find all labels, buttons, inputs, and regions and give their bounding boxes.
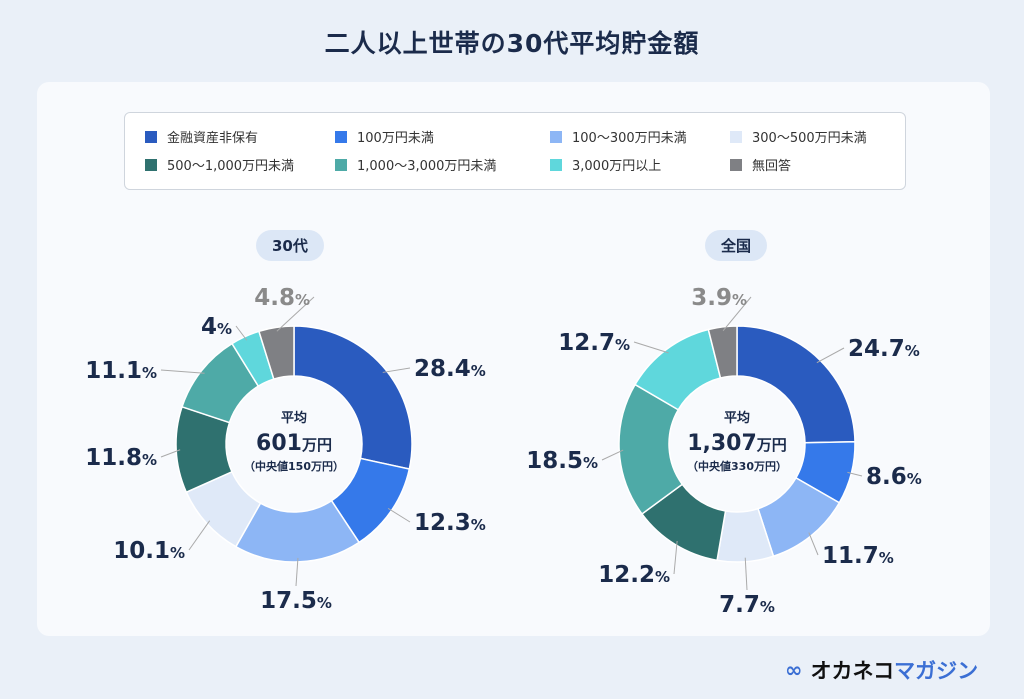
leader-line [295, 557, 299, 587]
legend-label: 金融資産非保有 [167, 131, 259, 146]
page-title: 二人以上世帯の30代平均貯金額 [324, 29, 700, 58]
data-label: 17.5% [260, 588, 332, 614]
donut-slice [258, 325, 295, 381]
logo-icon: ∞ [785, 658, 803, 682]
legend-swatch [335, 130, 347, 143]
legend-label: 300〜500万円未満 [752, 131, 867, 146]
data-label: 24.7% [848, 336, 920, 362]
legend-label: 100〜300万円未満 [572, 131, 687, 146]
center-label: 平均 [281, 410, 307, 426]
legend-swatch [730, 158, 742, 171]
data-label: 3.9% [691, 285, 747, 311]
legend-item: 100〜300万円未満 [550, 127, 687, 146]
center-value: 601万円 [256, 431, 332, 456]
legend-item: 金融資産非保有 [145, 127, 258, 146]
data-label: 28.4% [414, 356, 486, 382]
data-label: 11.8% [85, 445, 157, 471]
legend-label: 3,000万円以上 [572, 159, 662, 174]
logo: ∞ オカネコ マガジン [785, 655, 978, 685]
leader-line [160, 449, 181, 458]
legend-swatch [550, 158, 562, 171]
leader-line [601, 449, 624, 461]
leader-line [722, 296, 752, 332]
leader-line [808, 532, 819, 556]
legend-label: 500〜1,000万円未満 [167, 159, 295, 174]
legend-item: 300〜500万円未満 [730, 127, 867, 146]
data-label: 12.2% [598, 562, 670, 588]
legend-label: 1,000〜3,000万円未満 [357, 159, 497, 174]
legend-item: 3,000万円以上 [550, 155, 661, 174]
data-label: 12.7% [558, 330, 630, 356]
leader-line [816, 347, 845, 364]
leader-line [160, 369, 205, 374]
data-label: 11.1% [85, 358, 157, 384]
legend-label: 100万円未満 [357, 131, 434, 146]
data-label: 12.3% [414, 510, 486, 536]
center-value: 1,307万円 [687, 431, 787, 456]
leader-line [673, 540, 678, 575]
legend-swatch [730, 130, 742, 143]
logo-text-blue: マガジン [894, 659, 979, 683]
data-label: 8.6% [866, 464, 922, 490]
legend-swatch [145, 158, 157, 171]
data-label: 18.5% [526, 448, 598, 474]
data-label: 4.8% [254, 285, 310, 311]
center-median: （中央値150万円） [244, 459, 344, 473]
data-label: 4% [201, 314, 232, 340]
legend-item: 無回答 [730, 155, 791, 174]
legend-item: 500〜1,000万円未満 [145, 155, 294, 174]
chart-title-30s: 30代 [256, 230, 324, 261]
leader-line [235, 325, 248, 341]
data-label: 11.7% [822, 543, 894, 569]
logo-text-dark: オカネコ [810, 659, 895, 683]
leader-line [382, 367, 411, 373]
legend-swatch [550, 130, 562, 143]
legend-swatch [335, 158, 347, 171]
legend-item: 100万円未満 [335, 127, 434, 146]
leader-line [188, 520, 211, 551]
legend-label: 無回答 [752, 159, 792, 174]
leader-line [276, 296, 315, 332]
leader-line [744, 557, 748, 591]
donut-slice [707, 325, 738, 379]
center-median: （中央値330万円） [687, 459, 787, 473]
data-label: 7.7% [719, 592, 775, 618]
legend-swatch [145, 130, 157, 143]
data-label: 10.1% [113, 538, 185, 564]
leader-line [387, 507, 411, 523]
center-label: 平均 [724, 410, 750, 426]
leader-line [633, 341, 669, 354]
legend: 金融資産非保有 100万円未満 100〜300万円未満 300〜500万円未満 500〜… [124, 112, 906, 190]
legend-item: 1,000〜3,000万円未満 [335, 155, 496, 174]
leader-line [847, 471, 863, 477]
donut-slice [736, 325, 856, 444]
chart-title-national: 全国 [705, 230, 768, 261]
donut-slice [293, 325, 413, 470]
